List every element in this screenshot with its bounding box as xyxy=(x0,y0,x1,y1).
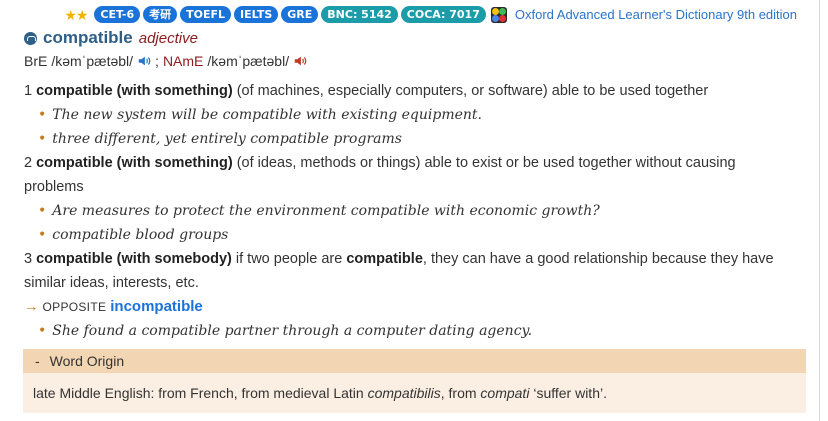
example-text: Are measures to protect the environment … xyxy=(52,203,600,219)
frequency-stars: ★★ xyxy=(64,6,88,23)
sense-definition: (of ideas, methods or things) able to ex… xyxy=(24,155,736,195)
sense-definition-part: if two people are xyxy=(231,251,347,267)
example: • three different, yet entirely compatibl… xyxy=(38,127,794,151)
sense-phrase: compatible (with somebody) xyxy=(36,251,232,267)
arrow-right-icon: → xyxy=(24,299,39,315)
opposite-label: OPPOSITE xyxy=(42,300,107,314)
sense-1: 1 compatible (with something) (of machin… xyxy=(24,79,794,103)
entry-meta-row: ★★ CET-6 考研 TOEFL IELTS GRE BNC: 5142 CO… xyxy=(64,6,797,23)
bullet-icon: • xyxy=(38,203,47,219)
bullet-icon: • xyxy=(38,131,47,147)
sense-3: 3 compatible (with somebody) if two peop… xyxy=(24,247,794,295)
sense-phrase: compatible (with something) xyxy=(36,83,233,99)
sense-number: 3 xyxy=(24,251,33,267)
senses: 1 compatible (with something) (of machin… xyxy=(24,79,794,343)
headword: compatible xyxy=(43,28,133,47)
dictionary-name[interactable]: Oxford Advanced Learner's Dictionary 9th… xyxy=(514,7,797,22)
headword-line: compatible adjective xyxy=(24,28,198,48)
example-text: three different, yet entirely compatible… xyxy=(52,131,402,147)
origin-text: ‘suffer with’. xyxy=(529,385,607,401)
opposite-link[interactable]: incompatible xyxy=(110,298,203,315)
sense-2: 2 compatible (with something) (of ideas,… xyxy=(24,151,794,199)
bre-label: BrE xyxy=(24,53,48,69)
bre-ipa: /kəmˈpætəbl/ xyxy=(51,53,134,69)
badge-coca: COCA: 7017 xyxy=(400,6,486,23)
origin-text: late Middle English: from French, from m… xyxy=(33,385,368,401)
badge-kaoyan: 考研 xyxy=(143,6,178,23)
name-speaker-icon[interactable] xyxy=(293,54,307,68)
example: • compatible blood groups xyxy=(38,223,794,247)
example-text: She found a compatible partner through a… xyxy=(52,323,533,339)
sense-definition: (of machines, especially computers, or s… xyxy=(232,83,709,99)
badge-gre: GRE xyxy=(281,6,319,23)
word-origin-content: late Middle English: from French, from m… xyxy=(23,373,806,413)
collapse-icon: - xyxy=(35,353,40,369)
sense-number: 1 xyxy=(24,83,33,99)
name-label: NAmE xyxy=(162,53,204,69)
sense-definition-part: , they can have a good relationship beca… xyxy=(24,251,774,291)
bullet-icon: • xyxy=(38,107,47,123)
headword-icon xyxy=(24,31,37,45)
origin-term: compatibilis xyxy=(367,385,441,401)
sense-number: 2 xyxy=(24,155,33,171)
example-text: compatible blood groups xyxy=(52,227,229,243)
badge-toefl: TOEFL xyxy=(180,6,232,23)
opposite-line: → OPPOSITE incompatible xyxy=(24,295,794,319)
sense-phrase: compatible (with something) xyxy=(36,155,233,171)
name-ipa: /kəmˈpætəbl/ xyxy=(207,53,290,69)
pronunciation-line: BrE /kəmˈpætəbl/ ; NAmE /kəmˈpætəbl/ xyxy=(24,53,311,69)
example: • Are measures to protect the environment… xyxy=(38,199,794,223)
badge-bnc: BNC: 5142 xyxy=(321,6,398,23)
example: • The new system will be compatible with … xyxy=(38,103,794,127)
badge-ielts: IELTS xyxy=(234,6,279,23)
word-origin-toggle[interactable]: - Word Origin xyxy=(23,349,806,373)
word-origin-title: Word Origin xyxy=(49,353,125,369)
bullet-icon: • xyxy=(38,323,47,339)
origin-term: compati xyxy=(480,385,530,401)
bullet-icon: • xyxy=(38,227,47,243)
example-text: The new system will be compatible with e… xyxy=(52,107,482,123)
pron-separator: ; xyxy=(155,53,159,69)
dictionary-logo-icon xyxy=(490,6,507,23)
origin-text: , from xyxy=(440,385,481,401)
bre-speaker-icon[interactable] xyxy=(137,54,151,68)
badge-cet6: CET-6 xyxy=(94,6,141,23)
example: • She found a compatible partner through … xyxy=(38,319,794,343)
part-of-speech: adjective xyxy=(138,29,198,47)
sense-definition-keyword: compatible xyxy=(346,251,423,267)
